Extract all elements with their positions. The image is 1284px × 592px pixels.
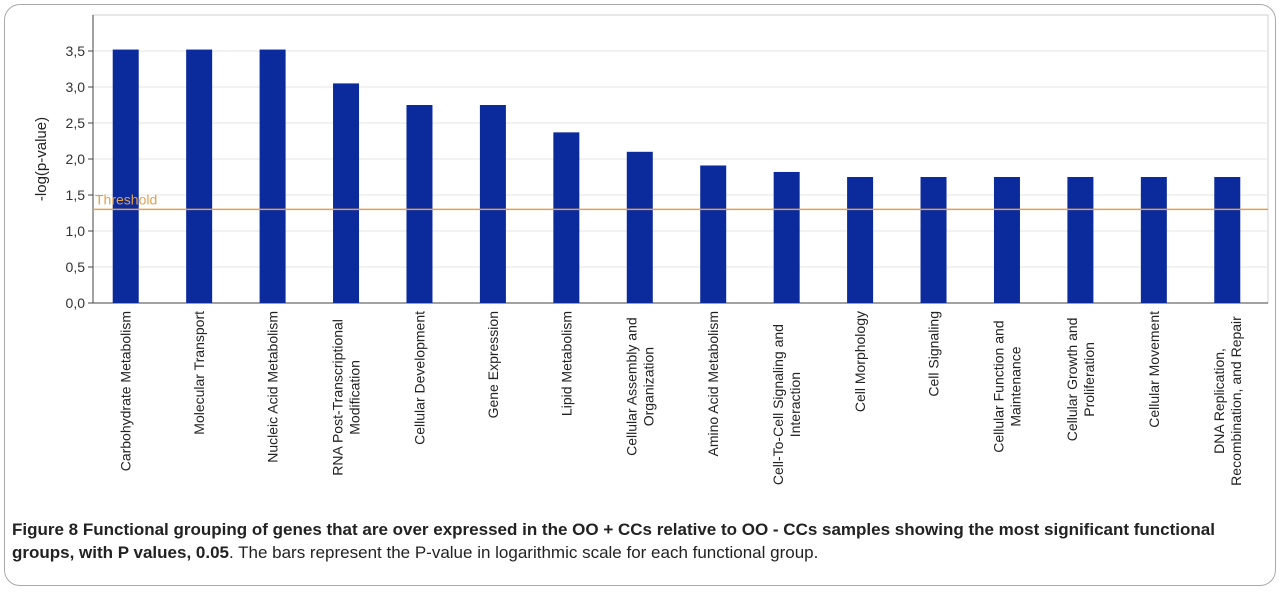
bar <box>112 49 139 304</box>
x-category-label: Cell Morphology <box>852 311 868 412</box>
y-tick-label: 1,5 <box>66 187 86 203</box>
bar <box>847 177 874 303</box>
y-tick-label: 3,0 <box>66 79 86 95</box>
y-tick-label: 2,5 <box>66 115 86 131</box>
bar <box>186 49 213 304</box>
x-category-label: Cellular Movement <box>1146 311 1162 428</box>
y-tick-label: 0,0 <box>66 295 86 311</box>
bar <box>993 177 1020 303</box>
y-tick-label: 2,0 <box>66 151 86 167</box>
x-category-label: Amino Acid Metabolism <box>705 311 721 457</box>
x-category-label: Gene Expression <box>485 311 501 418</box>
bar <box>333 83 360 304</box>
bar-chart: 0,0 0,5 1,0 1,5 2,0 2,5 3,0 3,5 -log(p-value) Car… <box>33 14 1269 486</box>
x-category-label: Cellular Development <box>411 311 427 445</box>
bar <box>700 165 727 303</box>
caption-rest: . The bars represent the P-value in loga… <box>228 543 819 562</box>
bar <box>773 171 800 303</box>
bar <box>626 151 653 303</box>
bar <box>1214 177 1241 303</box>
bar <box>259 49 286 304</box>
x-category-label: RNA Post-TranscriptionalModification <box>330 319 363 476</box>
x-category-label: Cell Signaling <box>926 311 942 397</box>
bar <box>479 105 506 303</box>
bar <box>920 177 947 303</box>
bar <box>1067 177 1094 303</box>
x-category-label: Cell-To-Cell Signaling andInteraction <box>770 324 803 485</box>
x-category-label: Carbohydrate Metabolism <box>118 311 134 471</box>
y-tick-label: 1,0 <box>66 223 86 239</box>
figure-caption: Figure 8 Functional grouping of genes th… <box>12 518 1270 564</box>
x-category-label: Cellular Assembly andOrganization <box>623 317 656 456</box>
x-category-label: Molecular Transport <box>191 311 207 435</box>
figure-frame <box>4 4 1276 586</box>
bar <box>1140 177 1167 303</box>
threshold-label: Threshold <box>95 191 157 207</box>
y-axis-label: -log(p-value) <box>33 117 50 201</box>
x-category-label: Cellular Function andMaintenance <box>990 320 1023 452</box>
x-category-label: Nucleic Acid Metabolism <box>265 311 281 463</box>
x-category-label: Lipid Metabolism <box>558 311 574 416</box>
x-category-label: Cellular Growth andProliferation <box>1064 318 1097 442</box>
bar <box>553 132 580 303</box>
caption-bold: Figure 8 Functional grouping of genes th… <box>12 520 1215 562</box>
bar <box>406 105 433 303</box>
y-tick-label: 0,5 <box>66 259 86 275</box>
x-category-label: DNA Replication,Recombination, and Repai… <box>1211 316 1244 486</box>
y-tick-label: 3,5 <box>66 43 86 59</box>
